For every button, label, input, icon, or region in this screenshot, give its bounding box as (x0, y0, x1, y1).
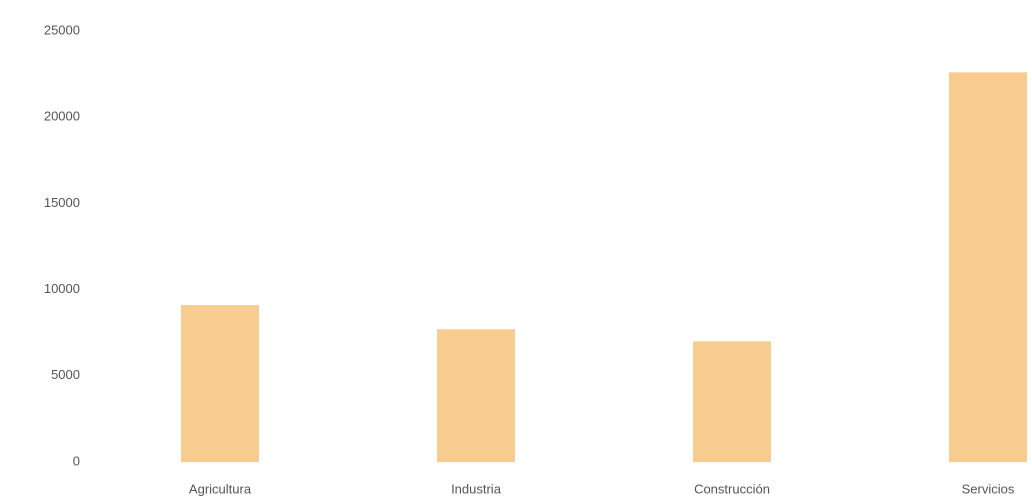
y-tick-label: 5000 (51, 367, 80, 382)
x-tick-label: Agricultura (189, 481, 252, 496)
x-tick-label: Servicios (962, 481, 1015, 496)
x-tick-label: Industria (451, 481, 502, 496)
y-tick-label: 0 (73, 453, 80, 468)
y-tick-label: 15000 (44, 195, 80, 210)
bar (949, 72, 1027, 462)
bar (693, 341, 771, 462)
y-tick-label: 20000 (44, 109, 80, 124)
y-tick-label: 10000 (44, 281, 80, 296)
x-tick-label: Construcción (694, 481, 770, 496)
bar (181, 305, 259, 462)
y-tick-label: 25000 (44, 22, 80, 37)
bar (437, 329, 515, 462)
